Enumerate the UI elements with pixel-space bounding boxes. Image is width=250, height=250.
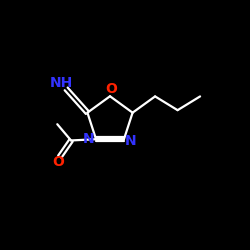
Text: O: O [105,82,117,96]
Text: NH: NH [50,76,73,90]
Text: O: O [52,155,64,169]
Text: N: N [83,132,95,146]
Text: N: N [124,134,136,148]
